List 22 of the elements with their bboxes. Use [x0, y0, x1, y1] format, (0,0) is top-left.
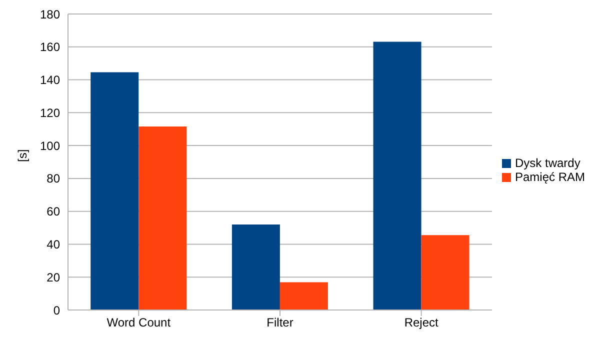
bar	[232, 224, 280, 310]
bar	[373, 42, 422, 310]
legend-label: Dysk twardy	[514, 156, 580, 170]
y-axis-title: [s]	[15, 149, 30, 162]
y-tick-label: 160	[40, 40, 60, 54]
y-tick-label: 60	[46, 204, 60, 219]
bar	[90, 72, 139, 310]
x-tick-label: Word Count	[106, 316, 172, 330]
x-tick-label: Filter	[266, 316, 294, 330]
y-tick-label: 0	[53, 303, 60, 318]
y-tick-label: 100	[40, 138, 60, 153]
x-tick-label: Reject	[404, 316, 439, 330]
y-tick-label: 40	[46, 237, 60, 252]
y-tick-label: 80	[46, 172, 60, 186]
y-tick-label: 20	[46, 270, 60, 284]
bar	[280, 282, 328, 310]
y-tick-label: 180	[40, 7, 60, 22]
bar	[421, 235, 470, 310]
y-tick-label: 140	[40, 73, 60, 88]
bar	[138, 126, 187, 310]
y-tick-label: 120	[40, 106, 60, 120]
legend-label: Pamięć RAM	[514, 170, 585, 184]
